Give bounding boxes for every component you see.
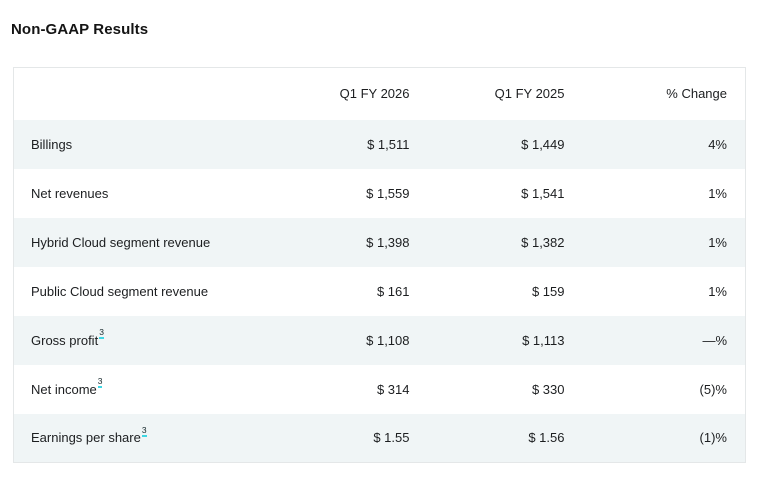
row-label: Net income3 <box>31 376 103 397</box>
q1-fy2026-value: $ 314 <box>376 381 410 397</box>
row-label: Net revenues <box>31 185 109 201</box>
non-gaap-results-table: Q1 FY 2026 Q1 FY 2025 % Change Billings $… <box>13 67 746 463</box>
q1-fy2026-value: $ 1,511 <box>367 136 410 152</box>
footnote-link[interactable]: 3 <box>141 424 147 437</box>
q1-fy2025-value: $ 1,382 <box>521 234 565 250</box>
header-metric <box>14 68 255 120</box>
row-label: Earnings per share3 <box>31 424 147 446</box>
table-row: Billings $ 1,511 $ 1,449 4% <box>13 119 746 169</box>
q1-fy2026-value: $ 1,398 <box>366 234 410 250</box>
table-row: Hybrid Cloud segment revenue $ 1,398 $ 1,3… <box>13 217 746 267</box>
section-title: Non-GAAP Results <box>11 21 149 38</box>
row-label: Gross profit3 <box>31 327 104 348</box>
pct-change-value: 4% <box>708 136 727 152</box>
table-row: Net income3 $ 314 $ 330 (5)% <box>13 364 746 414</box>
q1-fy2025-value: $ 1,449 <box>521 136 565 152</box>
q1-fy2025-value: $ 1,113 <box>522 332 565 348</box>
table-row: Earnings per share3 $ 1.55 $ 1.56 (1)% <box>13 413 746 463</box>
table-row: Public Cloud segment revenue $ 161 $ 159 1% <box>13 266 746 316</box>
header-q1-fy2025: Q1 FY 2025 <box>494 86 565 102</box>
footnote-link[interactable]: 3 <box>97 376 103 389</box>
table-body: Billings $ 1,511 $ 1,449 4% Net revenues $ 1,… <box>13 119 746 463</box>
row-label: Hybrid Cloud segment revenue <box>31 234 211 250</box>
table-header: Q1 FY 2026 Q1 FY 2025 % Change <box>13 67 746 120</box>
q1-fy2026-value: $ 1,108 <box>366 332 410 348</box>
q1-fy2026-value: $ 1,559 <box>366 185 410 201</box>
q1-fy2026-value: $ 1.55 <box>373 430 410 446</box>
pct-change-value: 1% <box>708 234 727 250</box>
pct-change-value: —% <box>702 332 727 348</box>
pct-change-value: (1)% <box>699 430 727 446</box>
header-q1-fy2026: Q1 FY 2026 <box>339 86 410 102</box>
pct-change-value: (5)% <box>699 381 727 397</box>
row-label: Billings <box>31 136 73 152</box>
row-label: Public Cloud segment revenue <box>31 283 209 299</box>
header-pct-change: % Change <box>666 86 727 102</box>
q1-fy2025-value: $ 159 <box>531 283 565 299</box>
table-row: Net revenues $ 1,559 $ 1,541 1% <box>13 168 746 218</box>
pct-change-value: 1% <box>708 283 727 299</box>
q1-fy2026-value: $ 161 <box>376 283 410 299</box>
table-row: Gross profit3 $ 1,108 $ 1,113 —% <box>13 315 746 365</box>
pct-change-value: 1% <box>708 185 727 201</box>
footnote-link[interactable]: 3 <box>99 327 104 340</box>
q1-fy2025-value: $ 1,541 <box>521 185 565 201</box>
q1-fy2025-value: $ 330 <box>531 381 565 397</box>
q1-fy2025-value: $ 1.56 <box>528 430 565 446</box>
header-row: Q1 FY 2026 Q1 FY 2025 % Change <box>13 67 746 120</box>
